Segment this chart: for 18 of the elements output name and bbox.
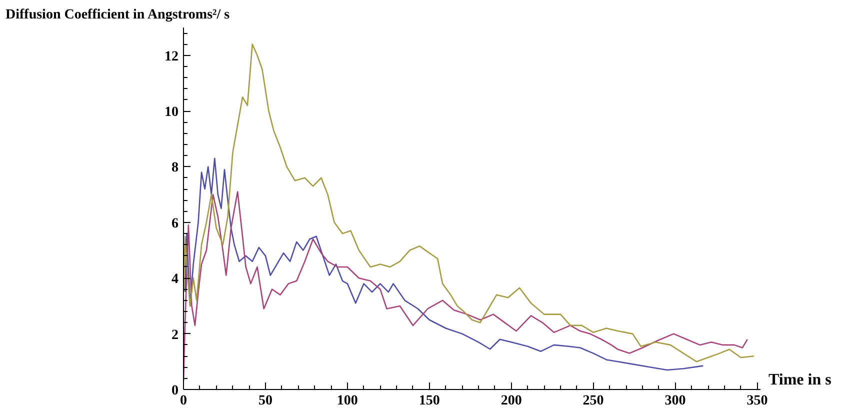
- y-tick-label: 12: [164, 49, 178, 64]
- y-tick-label: 4: [172, 272, 178, 288]
- x-tick-label: 150: [418, 394, 440, 408]
- x-tick-label: 250: [582, 394, 604, 408]
- line-series: [184, 44, 755, 362]
- y-tick-label: 6: [172, 216, 178, 232]
- line-series: [184, 158, 704, 371]
- x-axis-title: Time in s: [768, 372, 832, 388]
- y-tick-label: 2: [172, 328, 178, 343]
- x-tick-label: 300: [664, 394, 686, 408]
- x-tick-label: 350: [746, 394, 768, 408]
- y-tick-label: 0: [172, 384, 178, 398]
- y-axis-title: Diffusion Coefficient in Angstroms²/ s: [6, 8, 230, 22]
- x-tick-label: 50: [258, 394, 272, 408]
- y-tick-label: 10: [164, 105, 178, 120]
- y-tick-label: 8: [172, 160, 178, 176]
- x-tick-label: 200: [500, 394, 522, 408]
- x-tick-label: 100: [336, 394, 358, 408]
